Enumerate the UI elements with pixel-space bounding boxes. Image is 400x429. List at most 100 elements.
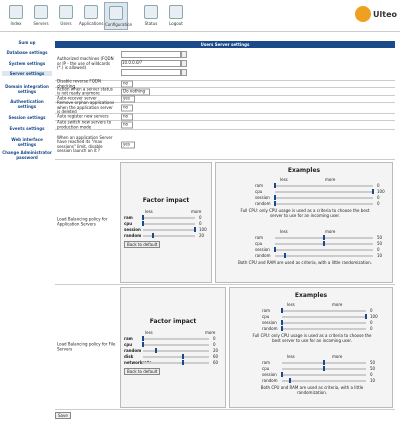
more-label: more — [332, 302, 343, 307]
criterion-value: 0 — [199, 221, 202, 226]
criterion-value: 0 — [377, 195, 380, 200]
criterion-value: 100 — [370, 314, 378, 319]
criterion-name: networkrate — [124, 360, 152, 365]
slider-track — [275, 196, 373, 199]
sidebar-link[interactable]: Events settings — [9, 126, 45, 131]
sidebar-link[interactable]: System settings — [8, 61, 46, 66]
row-label: Disable reverse FQDN checking — [57, 78, 101, 88]
settings-row: Auto-recover server yes — [55, 95, 395, 103]
criterion-name: cpu — [255, 241, 263, 246]
tab-label: Configuration — [105, 22, 133, 27]
factor-box: Factor impact less more ram 0 cpu 0 random 20 dis… — [120, 287, 226, 408]
row-label: Auto switch new servers to production mo… — [57, 119, 112, 129]
tab-icon — [109, 6, 123, 20]
slider-thumb[interactable] — [142, 221, 144, 226]
less-label: less — [145, 330, 153, 335]
slider-thumb — [323, 235, 325, 240]
reset-button[interactable]: Back to default — [124, 241, 161, 248]
tab-icon — [84, 5, 98, 19]
select[interactable]: yes — [121, 95, 135, 103]
slider-thumb — [289, 378, 292, 383]
nav-tab[interactable]: Users — [54, 2, 78, 30]
less-label: less — [287, 354, 295, 359]
tab-label: Applications — [79, 21, 104, 26]
nav-tab[interactable]: Servers — [29, 2, 53, 30]
slider-track — [143, 216, 195, 219]
slider-thumb[interactable] — [142, 342, 144, 347]
examples-box: Examples less more ram 0 cpu 100 session 0 random… — [215, 162, 393, 283]
text-input[interactable] — [121, 51, 181, 58]
tab-label: Logout — [169, 21, 183, 26]
nav-tab[interactable]: Logout — [164, 2, 188, 30]
criterion-name: ram — [262, 308, 270, 313]
input-button[interactable] — [181, 69, 187, 76]
settings-row: Disable reverse FQDN checking no — [55, 78, 395, 88]
input-button[interactable] — [181, 51, 187, 58]
slider-thumb — [281, 320, 283, 325]
settings-row: Auto switch new servers to production mo… — [55, 119, 395, 130]
text-input[interactable] — [121, 69, 181, 76]
slider-track — [143, 361, 209, 364]
criterion-value: 0 — [370, 372, 373, 377]
slider-thumb — [274, 247, 276, 252]
nav-tab[interactable]: Index — [4, 2, 28, 30]
slider-thumb[interactable] — [181, 360, 184, 365]
slider-thumb — [281, 326, 283, 331]
slider-thumb[interactable] — [194, 227, 196, 232]
settings-row: Authorized machines (FQDN or IP - the us… — [55, 48, 395, 81]
nav-tab[interactable]: Configuration — [104, 2, 133, 30]
input-button[interactable] — [181, 60, 187, 67]
criterion-name: session — [124, 227, 141, 232]
select[interactable]: no — [121, 80, 133, 88]
nav-tab[interactable]: Applications — [79, 2, 103, 30]
slider-thumb[interactable] — [155, 348, 158, 353]
tab-label: Index — [10, 21, 22, 26]
logo: Ulteo — [353, 4, 397, 28]
slider-track — [143, 355, 209, 358]
select[interactable]: no — [121, 104, 133, 112]
more-label: more — [191, 209, 202, 214]
criterion-name: ram — [255, 183, 263, 188]
nav-tab[interactable]: Status — [139, 2, 163, 30]
criterion-value: 50 — [377, 235, 383, 240]
sidebar-link[interactable]: Sum up — [18, 40, 36, 45]
slider-track — [143, 343, 209, 346]
slider-thumb[interactable] — [152, 233, 155, 238]
tab-label: Servers — [33, 21, 49, 26]
tab-label: Users — [60, 21, 72, 26]
row-label: Authorized machines (FQDN or IP - the us… — [57, 56, 114, 71]
select[interactable]: yes — [121, 141, 135, 148]
more-label: more — [325, 177, 336, 182]
slider-track — [143, 222, 195, 225]
slider-thumb[interactable] — [142, 215, 144, 220]
slider-thumb — [365, 314, 367, 319]
row-label: When an application Server have reached … — [57, 134, 113, 154]
slider-track — [282, 309, 366, 312]
slider-thumb — [274, 183, 276, 188]
sidebar-link[interactable]: Web interface settings — [11, 137, 43, 147]
sidebar-link[interactable]: Domain integration settings — [5, 84, 49, 94]
criterion-name: cpu — [262, 366, 270, 371]
sidebar-link[interactable]: Server settings — [2, 71, 52, 76]
sidebar-link[interactable]: Session settings — [8, 115, 46, 120]
slider-thumb[interactable] — [181, 354, 184, 359]
example-text: Full CPU: only CPU usage is used as a cr… — [240, 208, 370, 218]
slider-track — [143, 349, 209, 352]
slider-track — [275, 248, 373, 251]
slider-thumb — [323, 360, 325, 365]
save-button[interactable]: Save — [55, 412, 71, 419]
sidebar-link[interactable]: Authentication settings — [10, 99, 44, 109]
sidebar-link[interactable]: Database settings — [6, 50, 48, 55]
criterion-name: cpu — [124, 221, 133, 226]
slider-thumb — [323, 241, 325, 246]
select[interactable]: no — [121, 121, 133, 129]
select[interactable]: Do nothing — [121, 88, 151, 95]
select[interactable]: no — [121, 113, 133, 121]
sidebar-link[interactable]: Change Administrator password — [2, 150, 52, 160]
text-input[interactable]: 10.0.0.0/? — [121, 60, 181, 67]
slider-thumb — [281, 372, 283, 377]
criterion-value: 0 — [213, 336, 216, 341]
reset-button[interactable]: Back to default — [124, 368, 161, 375]
slider-thumb[interactable] — [142, 336, 144, 341]
